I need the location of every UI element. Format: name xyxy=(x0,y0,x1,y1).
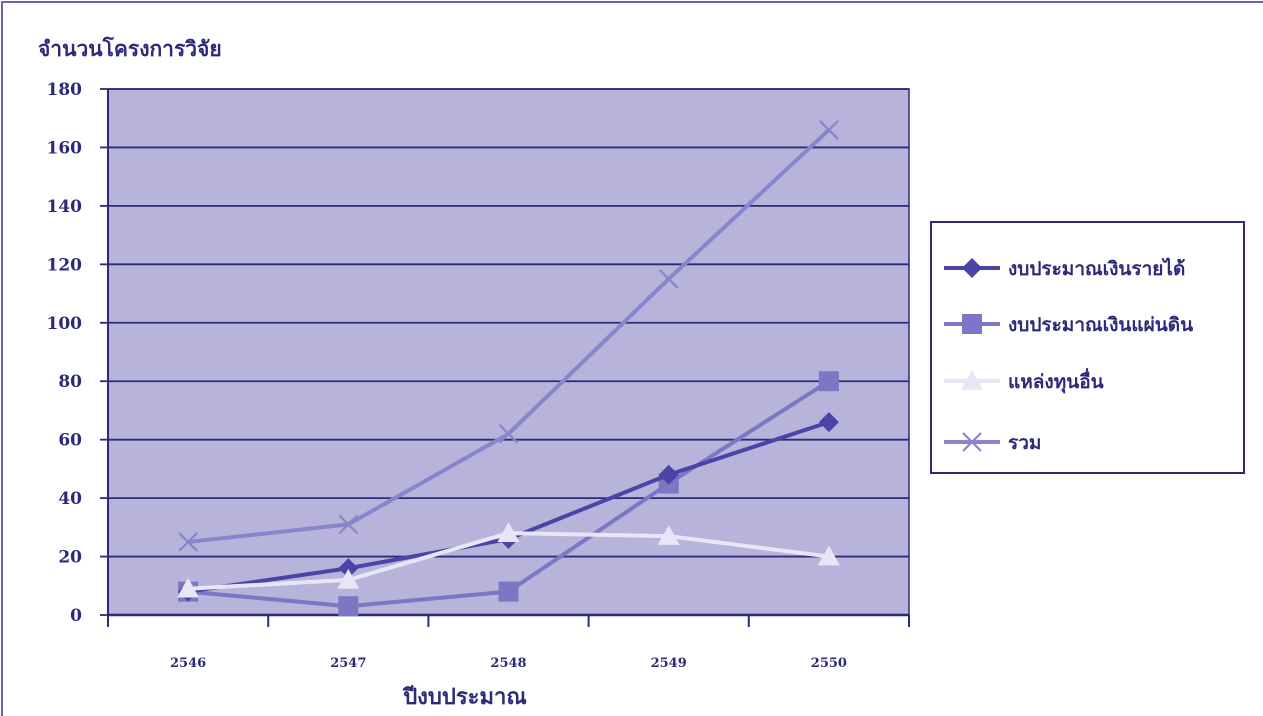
y-axis-label: จำนวนโครงการวิจัย xyxy=(38,36,222,61)
y-tick-label: 20 xyxy=(58,548,82,568)
y-tick-label: 40 xyxy=(58,489,82,509)
x-tick-label: 2548 xyxy=(490,656,526,671)
axes xyxy=(107,89,910,627)
legend-marker-triangle xyxy=(961,370,983,390)
y-tick-label: 140 xyxy=(47,197,83,217)
data-point-square xyxy=(818,371,839,392)
legend: งบประมาณเงินรายได้งบประมาณเงินแผ่นดินแหล… xyxy=(930,221,1245,474)
data-point-triangle xyxy=(657,525,680,545)
legend-marker-diamond xyxy=(962,258,982,278)
x-marker-stroke xyxy=(338,514,359,535)
data-point-x xyxy=(178,532,198,552)
legend-marker-x xyxy=(962,432,982,452)
data-point-diamond xyxy=(338,558,359,579)
data-point-x xyxy=(338,514,359,535)
x-marker-stroke xyxy=(962,432,982,452)
x-marker-stroke xyxy=(658,269,679,289)
x-tick-label: 2546 xyxy=(170,656,206,671)
x-marker-stroke xyxy=(819,120,839,140)
y-tick-label: 60 xyxy=(58,431,82,451)
data-point-square xyxy=(498,581,519,602)
x-marker-stroke xyxy=(498,424,519,444)
legend-label: งบประมาณเงินแผ่นดิน xyxy=(1008,314,1193,336)
y-tick-labels: 0 20 40 60 80 100 120 140 160 180 xyxy=(47,80,83,626)
y-tick-label: 80 xyxy=(58,372,82,392)
x-axis-label: ปีงบประมาณ xyxy=(402,684,527,710)
y-tick-label: 160 xyxy=(47,138,83,158)
data-point-square xyxy=(338,596,359,617)
x-tick-label: 2550 xyxy=(811,656,847,671)
data-point-triangle xyxy=(337,568,360,589)
legend-label: งบประมาณเงินรายได้ xyxy=(1008,257,1185,280)
data-point-triangle xyxy=(817,545,840,566)
data-point-diamond xyxy=(658,464,679,485)
data-point-x xyxy=(819,120,839,140)
x-tick-labels: 2546 2547 2548 2549 2550 xyxy=(170,656,847,671)
y-tick-label: 100 xyxy=(47,314,83,334)
legend-box xyxy=(930,221,1245,474)
y-tick-label: 120 xyxy=(47,255,83,275)
x-tick-label: 2547 xyxy=(330,656,366,671)
y-tick-label: 0 xyxy=(70,606,82,626)
series-layer xyxy=(177,120,840,617)
data-point-triangle xyxy=(497,522,520,542)
data-point-x xyxy=(498,424,519,444)
data-point-triangle xyxy=(177,577,200,598)
y-tick-label: 180 xyxy=(47,80,83,100)
legend-label: รวม xyxy=(1008,432,1041,454)
legend-marker-square xyxy=(962,314,982,334)
data-point-x xyxy=(658,269,679,289)
data-point-diamond xyxy=(818,412,839,433)
legend-label: แหล่งทุนอื่น xyxy=(1008,368,1104,394)
x-marker-stroke xyxy=(178,532,198,552)
x-tick-label: 2549 xyxy=(651,656,687,671)
